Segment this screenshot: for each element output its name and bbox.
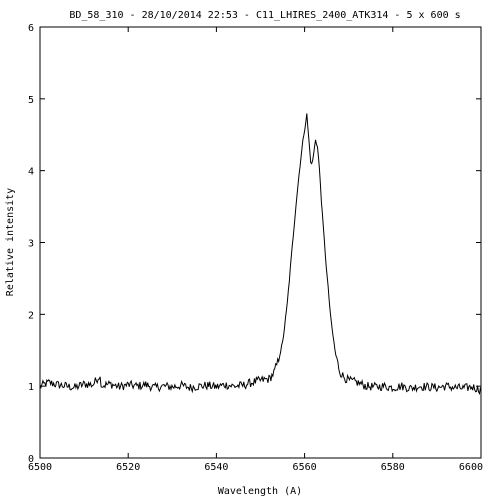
x-axis-label: Wavelength (A) — [218, 486, 302, 497]
plot-frame — [39, 26, 482, 459]
y-tick-label: 1 — [28, 382, 34, 393]
y-tick-label: 4 — [28, 167, 34, 178]
y-tick-label: 3 — [28, 239, 34, 250]
x-tick-label: 6520 — [116, 462, 140, 473]
spectrum-line — [39, 113, 481, 396]
x-tick-label: 6600 — [459, 462, 483, 473]
y-axis-label: Relative intensity — [5, 188, 16, 296]
x-tick-label: 6500 — [28, 462, 52, 473]
y-tick-label: 6 — [28, 23, 34, 34]
axis-ticks — [39, 26, 482, 459]
chart-title: BD_58_310 - 28/10/2014 22:53 - C11_LHIRE… — [69, 10, 460, 21]
x-tick-label: 6560 — [293, 462, 317, 473]
x-tick-label: 6540 — [204, 462, 228, 473]
y-tick-label: 2 — [28, 310, 34, 321]
y-tick-label: 5 — [28, 95, 34, 106]
tick-labels: 6500 6520 6540 6560 6580 6600 0 1 2 3 4 5 6 — [28, 23, 483, 473]
y-tick-label: 0 — [28, 454, 34, 465]
x-tick-label: 6580 — [381, 462, 405, 473]
